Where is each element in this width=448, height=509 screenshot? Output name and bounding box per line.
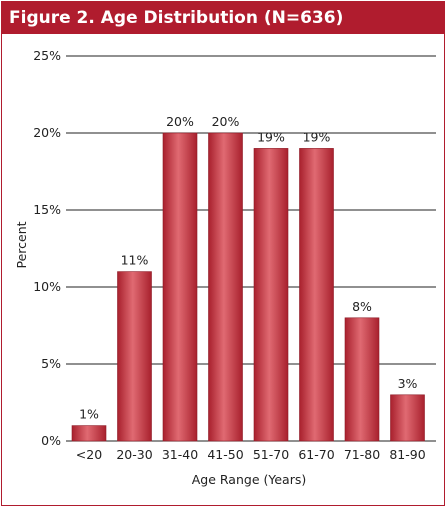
chart-title: Figure 2. Age Distribution (N=636): [2, 2, 444, 34]
bar: [117, 271, 152, 442]
y-tick-label: 25%: [33, 48, 61, 63]
bar: [71, 425, 107, 442]
x-tick-label: 31-40: [162, 447, 198, 462]
data-label: 20%: [212, 114, 240, 129]
data-label: 3%: [398, 376, 418, 391]
data-label: 19%: [303, 129, 331, 144]
y-tick-label: 10%: [33, 279, 61, 294]
x-tick-label: 20-30: [116, 447, 152, 462]
y-tick-label: 15%: [33, 202, 61, 217]
x-tick-label: 81-90: [389, 447, 425, 462]
y-tick-label: 5%: [41, 356, 61, 371]
bar: [208, 132, 243, 442]
data-label: 11%: [121, 253, 149, 268]
y-axis-ticks: 0% 5% 10% 15% 20% 25%: [33, 48, 61, 448]
y-tick-label: 0%: [41, 433, 61, 448]
y-axis-title: Percent: [14, 221, 29, 268]
y-tick-label: 20%: [33, 125, 61, 140]
data-labels: 1% 11% 20% 20% 19% 19% 8% 3%: [79, 114, 417, 422]
data-label: 19%: [257, 129, 285, 144]
x-tick-label: 71-80: [344, 447, 380, 462]
bar: [162, 132, 198, 442]
x-tick-label: 61-70: [298, 447, 334, 462]
x-tick-label: 41-50: [207, 447, 243, 462]
x-tick-label: 51-70: [253, 447, 289, 462]
bars: [71, 132, 425, 442]
bar: [299, 148, 334, 442]
data-label: 8%: [352, 299, 372, 314]
x-axis-title: Age Range (Years): [192, 472, 306, 487]
data-label: 20%: [166, 114, 194, 129]
bar: [253, 148, 289, 442]
x-tick-label: <20: [76, 447, 102, 462]
x-axis-ticks: <20 20-30 31-40 41-50 51-70 61-70 71-80 81-90: [76, 447, 426, 462]
bar: [344, 317, 380, 442]
bar: [390, 394, 425, 442]
data-label: 1%: [79, 407, 99, 422]
